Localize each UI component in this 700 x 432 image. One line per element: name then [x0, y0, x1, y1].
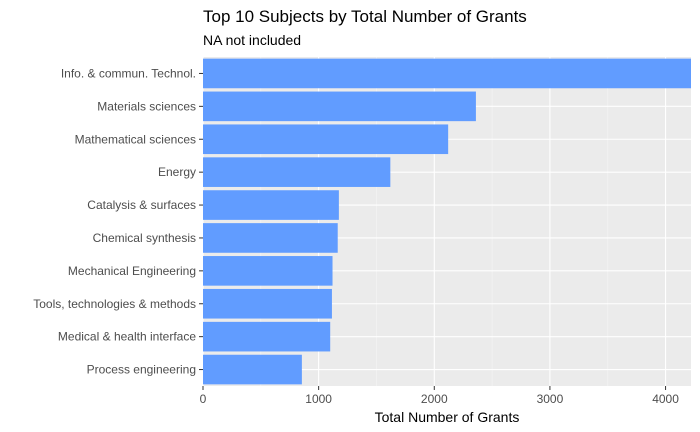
category-label: Medical & health interface	[58, 330, 196, 344]
x-axis-title: Total Number of Grants	[375, 409, 520, 425]
category-label: Process engineering	[87, 363, 196, 377]
category-label: Chemical synthesis	[93, 231, 196, 245]
bar	[203, 190, 339, 220]
x-tick-label: 1000	[305, 392, 332, 406]
category-label: Mathematical sciences	[75, 132, 196, 146]
category-label: Info. & commun. Technol.	[61, 66, 196, 80]
bar	[203, 157, 391, 187]
bar	[203, 288, 332, 319]
bar	[203, 223, 338, 253]
bar	[203, 58, 691, 89]
chart-subtitle: NA not included	[203, 32, 301, 48]
x-tick-label: 2000	[421, 392, 448, 406]
bar	[203, 354, 302, 385]
x-tick-label: 3000	[537, 392, 564, 406]
bar	[203, 124, 449, 155]
bar	[203, 91, 476, 122]
x-tick-label: 4000	[652, 392, 679, 406]
x-tick-label: 0	[200, 392, 207, 406]
category-label: Tools, technologies & methods	[33, 297, 196, 311]
category-label: Catalysis & surfaces	[87, 198, 196, 212]
category-labels: Info. & commun. Technol. Materials scienc…	[33, 66, 203, 377]
chart-title: Top 10 Subjects by Total Number of Grant…	[203, 7, 527, 26]
category-label: Materials sciences	[97, 99, 196, 113]
category-label: Energy	[158, 165, 196, 179]
x-axis: 0 1000 2000 3000 4000	[200, 386, 679, 406]
bar	[203, 256, 333, 286]
bar	[203, 321, 331, 352]
category-label: Mechanical Engineering	[68, 264, 196, 278]
bars	[203, 58, 691, 385]
